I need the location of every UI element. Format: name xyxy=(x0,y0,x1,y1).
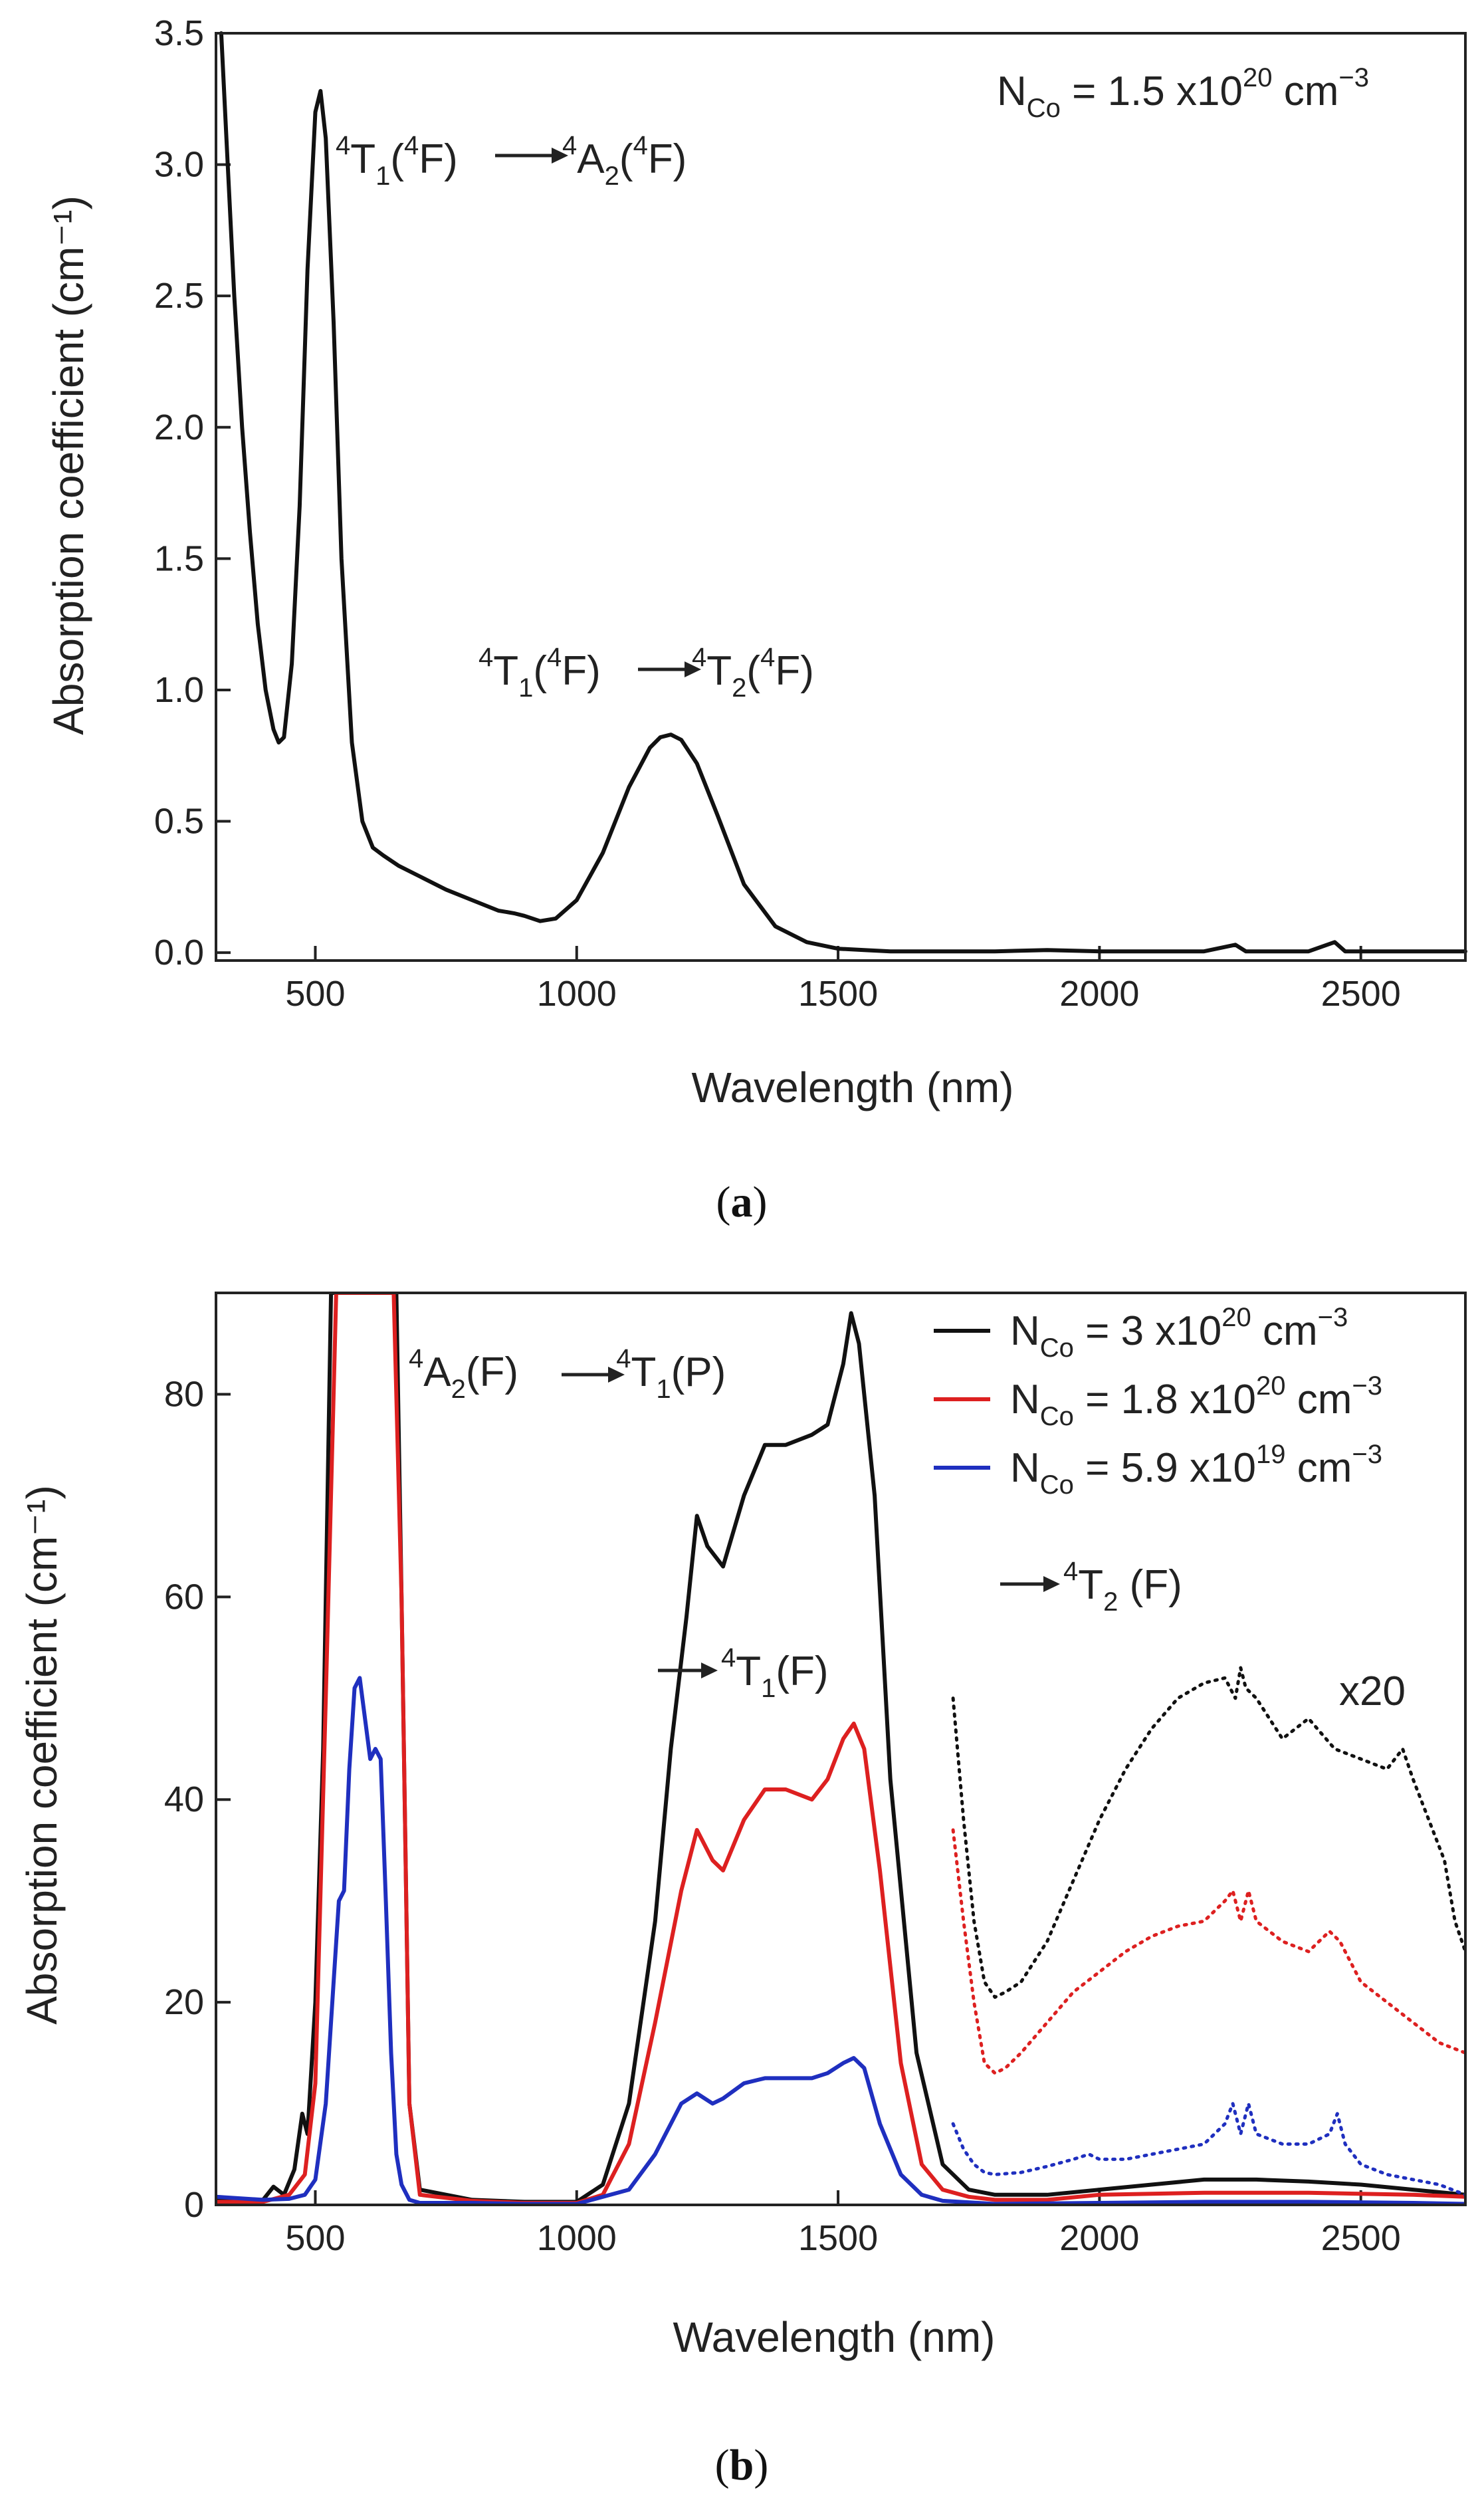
panel-b-x-tick-label: 2500 xyxy=(1321,2218,1401,2258)
panel-b-arrowhead-1 xyxy=(608,1367,625,1383)
panel-a-series xyxy=(219,31,1467,954)
panel-b-series-line-4 xyxy=(951,1666,1465,1999)
panel-b-y-tick-label: 20 xyxy=(164,1982,204,2022)
panel-a-x-tick-label: 2500 xyxy=(1321,974,1401,1014)
panel-a-concentration-label: NCo = 1.5 x1020 cm−3 xyxy=(997,63,1369,123)
legend-label-2: NCo = 1.8 x1020 cm−3 xyxy=(1010,1371,1382,1431)
panel-b-y-axis-label: Absorption coefficient (cm⁻¹) xyxy=(18,1485,66,2025)
panel-b-plot-frame xyxy=(215,1292,1467,2206)
panel-b-x-tick-labels: 500 1000 1500 2000 2500 xyxy=(285,2218,1400,2258)
panel-b-y-tick-labels: 0 20 40 60 80 xyxy=(164,1374,204,2225)
panel-b-y-tick-label: 0 xyxy=(184,2185,204,2225)
panel-a-y-tick-label: 3.0 xyxy=(154,145,204,185)
panel-b-legend: NCo = 3 x1020 cm−3 NCo = 1.8 x1020 cm−3 … xyxy=(934,1303,1382,1500)
panel-a-y-tick-labels: 0.0 0.5 1.0 1.5 2.0 2.5 3.0 3.5 xyxy=(154,13,204,972)
panel-b-series-line-5 xyxy=(951,1828,1465,2075)
panel-b-chart: 0 20 40 60 80 500 1000 1500 2000 2500 Wavelength… xyxy=(18,1292,1467,2489)
panel-a-y-tick-label: 1.0 xyxy=(154,670,204,710)
panel-b-x-tick-label: 1000 xyxy=(537,2218,617,2258)
panel-a-annotation-4a2: 4T1(4F) 4A2(4F) xyxy=(336,131,687,191)
legend-label-1: NCo = 3 x1020 cm−3 xyxy=(1010,1303,1348,1363)
panel-b-annotation-4t2f: 4T2 (F) xyxy=(1063,1557,1182,1617)
panel-b-annotation-4t1p: 4A2(F) 4T1(P) xyxy=(409,1344,726,1404)
panel-a-arrowhead-1 xyxy=(552,148,568,164)
panel-a-y-tick-label: 3.5 xyxy=(154,13,204,53)
panel-b-x-tick-label: 500 xyxy=(285,2218,345,2258)
panel-b-panel-label: (b) xyxy=(715,2441,769,2489)
panel-b-y-tick-label: 80 xyxy=(164,1374,204,1414)
panel-b-series-line-2 xyxy=(216,1293,1465,2205)
panel-a-plot-frame xyxy=(215,32,1467,962)
panel-a-x-tick-label: 1500 xyxy=(798,974,878,1014)
panel-b-x-axis-label: Wavelength (nm) xyxy=(673,2313,996,2361)
panel-b-y-tick-label: 60 xyxy=(164,1577,204,1617)
panel-a-x-axis-label: Wavelength (nm) xyxy=(692,1064,1014,1111)
panel-b-annotation-4t1f: 4T1(F) xyxy=(721,1643,829,1703)
panel-b-annotation-x20: x20 xyxy=(1339,1668,1406,1714)
panel-a-panel-label: (a) xyxy=(716,1178,768,1226)
panel-a-x-tick-label: 500 xyxy=(285,974,345,1014)
panel-a-arrowhead-2 xyxy=(685,661,701,677)
panel-b-arrowhead-2 xyxy=(701,1662,718,1678)
panel-a-y-tick-label: 2.0 xyxy=(154,407,204,447)
panel-a-x-tick-label: 2000 xyxy=(1059,974,1139,1014)
panel-a-x-tick-labels: 500 1000 1500 2000 2500 xyxy=(285,974,1400,1014)
panel-b-x-tick-label: 2000 xyxy=(1059,2218,1139,2258)
panel-a-y-tick-label: 0.0 xyxy=(154,933,204,972)
panel-b-arrowhead-3 xyxy=(1043,1576,1060,1592)
panel-a-y-tick-label: 1.5 xyxy=(154,538,204,578)
legend-label-3: NCo = 5.9 x1019 cm−3 xyxy=(1010,1440,1382,1500)
panel-a-y-tick-label: 0.5 xyxy=(154,802,204,842)
panel-b-series-line-6 xyxy=(951,2102,1465,2197)
panel-b-x-tick-label: 1500 xyxy=(798,2218,878,2258)
panel-b-series-line-1 xyxy=(216,1293,1465,2204)
panel-a-y-axis-label: Absorption coefficient (cm⁻¹) xyxy=(45,195,92,735)
panel-a-x-tick-label: 1000 xyxy=(537,974,617,1014)
panel-a-annotation-4t2: 4T1(4F) 4T2(4F) xyxy=(478,643,814,703)
panel-b-y-tick-label: 40 xyxy=(164,1779,204,1819)
panel-a-series-line-1 xyxy=(219,31,1467,954)
panel-a-chart: 0.0 0.5 1.0 1.5 2.0 2.5 3.0 3.5 500 1000 1500 2000… xyxy=(45,13,1467,1226)
panel-a-y-tick-label: 2.5 xyxy=(154,276,204,316)
